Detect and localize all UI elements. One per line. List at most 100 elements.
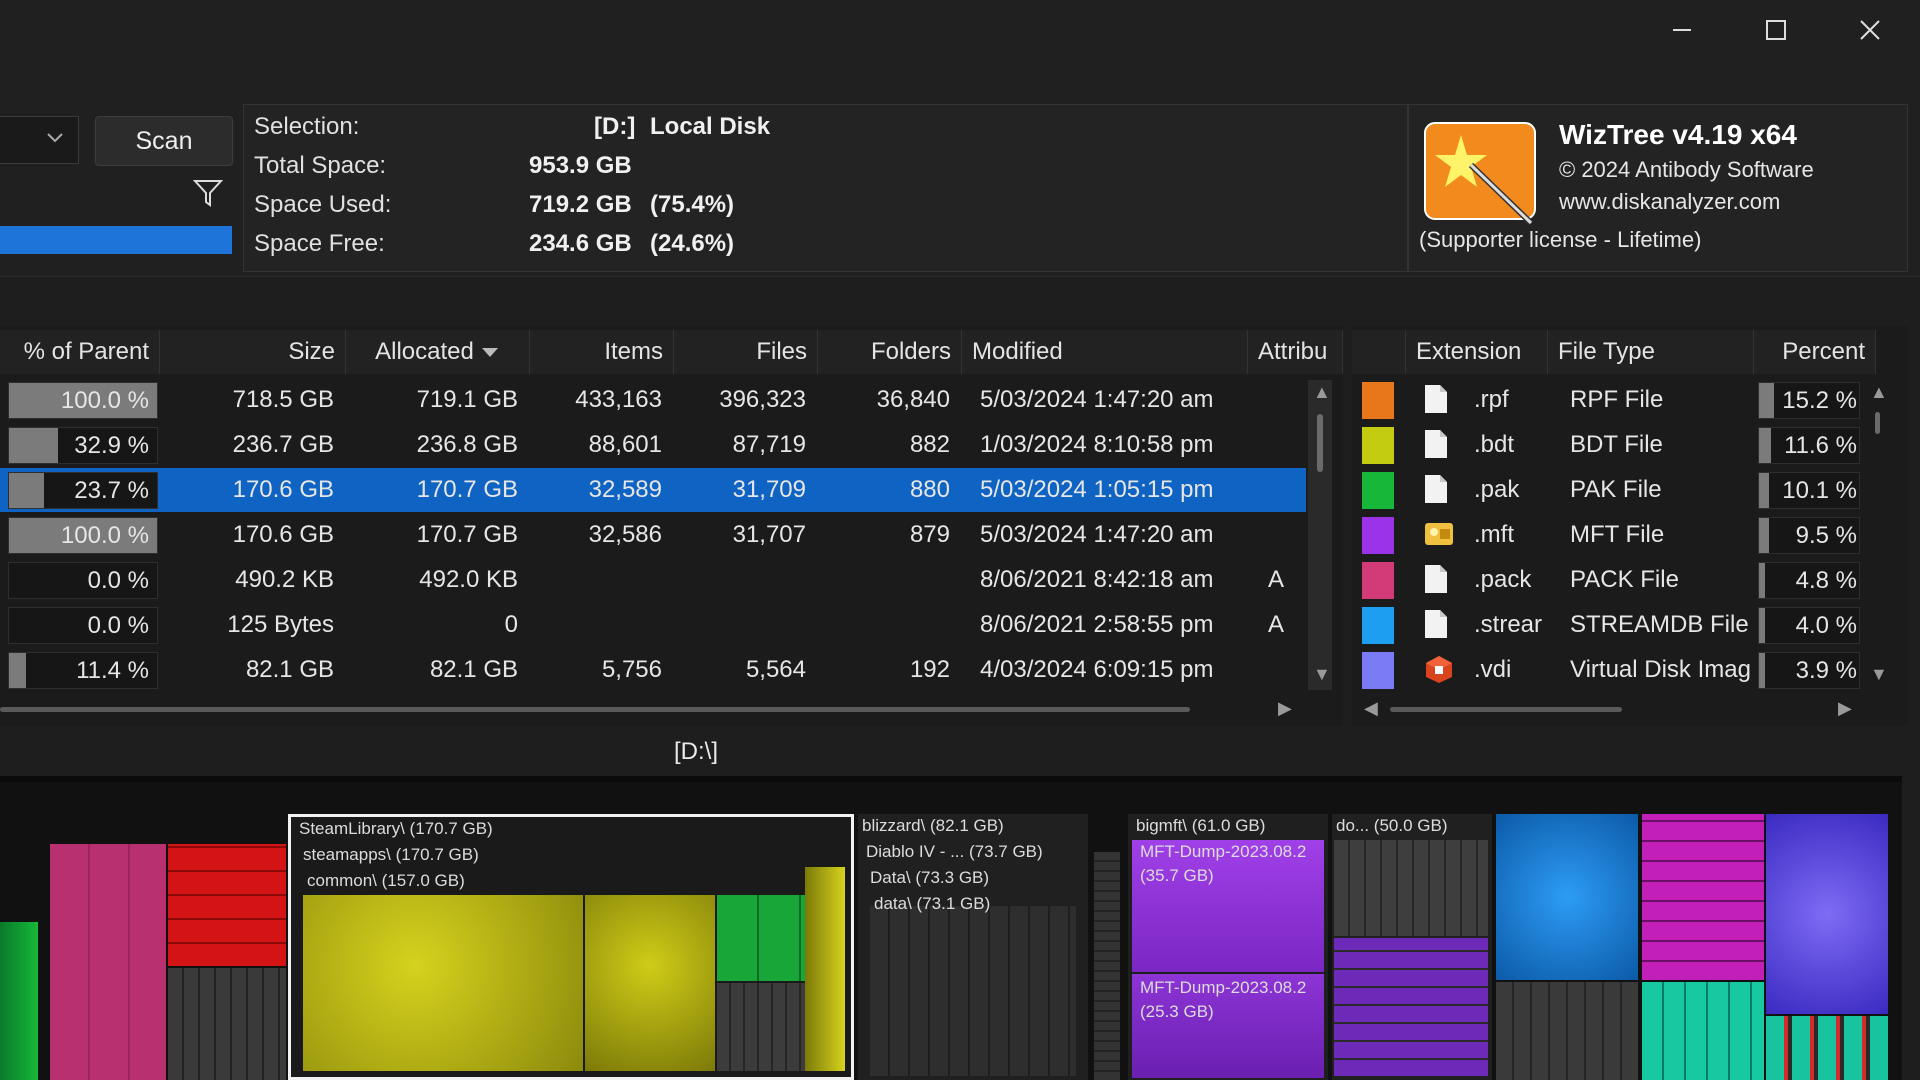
cell-items: 88,601 — [588, 431, 662, 458]
drive-select[interactable] — [0, 116, 79, 164]
extension-row[interactable]: .vdi Virtual Disk Imag 3.9 % — [1352, 648, 1864, 692]
treemap-blizzard[interactable]: blizzard\ (82.1 GB) Diablo IV - ... (73.… — [858, 814, 1088, 1080]
scroll-down-icon[interactable]: ▼ — [1313, 664, 1331, 684]
extension-row[interactable]: .pack PACK File 4.8 % — [1352, 558, 1864, 602]
extension-row[interactable]: .rpf RPF File 15.2 % — [1352, 378, 1864, 422]
h-scroll-thumb[interactable] — [0, 707, 1190, 712]
treemap-block — [303, 895, 583, 1071]
treemap-block — [1334, 938, 1488, 1076]
extension-row[interactable]: .mft MFT File 9.5 % — [1352, 513, 1864, 557]
scroll-up-icon[interactable]: ▲ — [1870, 382, 1888, 402]
table-row[interactable]: 100.0 % 170.6 GB 170.7 GB 32,586 31,707 879 5/… — [0, 513, 1306, 557]
treemap-steamlibrary[interactable]: SteamLibrary\ (170.7 GB) steamapps\ (170… — [288, 814, 854, 1080]
space-free-pct: (24.6%) — [650, 230, 735, 257]
treemap-block[interactable] — [0, 922, 38, 1080]
cell-folders: 192 — [909, 656, 950, 683]
close-icon — [1860, 20, 1880, 40]
close-button[interactable] — [1824, 0, 1916, 60]
cell-attributes — [1268, 513, 1304, 557]
total-space-value: 953.9 GB — [529, 152, 632, 179]
treemap-label: SteamLibrary\ (170.7 GB) — [299, 819, 493, 838]
col-size[interactable]: Size — [160, 330, 346, 374]
maximize-button[interactable] — [1730, 0, 1822, 60]
table-row[interactable]: 23.7 % 170.6 GB 170.7 GB 32,589 31,709 880 5/0… — [0, 468, 1306, 512]
treemap-block[interactable] — [1766, 1016, 1888, 1080]
tree-vertical-scrollbar[interactable]: ▲ ▼ — [1308, 380, 1332, 690]
treemap-block[interactable] — [50, 844, 166, 1080]
treemap-do[interactable]: do... (50.0 GB) — [1332, 814, 1492, 1080]
col-allocated[interactable]: Allocated — [346, 330, 530, 374]
cell-items — [530, 603, 674, 647]
treemap-block[interactable] — [1496, 982, 1638, 1080]
treemap-block — [1132, 840, 1324, 972]
col-items[interactable]: Items — [530, 330, 674, 374]
extension-row[interactable]: .strear STREAMDB File 4.0 % — [1352, 603, 1864, 647]
file-icon — [1424, 609, 1448, 646]
col-file-type[interactable]: File Type — [1548, 330, 1754, 374]
col-modified[interactable]: Modified — [962, 330, 1248, 374]
app-title: WizTree v4.19 x64 — [1559, 119, 1797, 150]
percent-bar: 4.0 % — [1758, 607, 1860, 644]
treemap-block[interactable] — [1094, 852, 1120, 1080]
percent-bar: 15.2 % — [1758, 382, 1860, 419]
table-row[interactable]: 0.0 % 490.2 KB 492.0 KB 8/06/2021 8:42:18 a… — [0, 558, 1306, 602]
treemap-label: (35.7 GB) — [1140, 866, 1214, 885]
cell-modified: 5/03/2024 1:05:15 pm — [980, 476, 1214, 503]
app-website-link[interactable]: www.diskanalyzer.com — [1559, 189, 1781, 214]
percent-value: 15.2 % — [1782, 386, 1857, 414]
table-row[interactable]: 0.0 % 125 Bytes 0 8/06/2021 2:58:55 pm A — [0, 603, 1306, 647]
pct-of-parent-bar: 100.0 % — [8, 517, 158, 554]
col-files[interactable]: Files — [674, 330, 818, 374]
col-color[interactable] — [1352, 330, 1406, 374]
scroll-left-icon[interactable]: ◀ — [1364, 698, 1378, 718]
cell-modified: 5/03/2024 1:47:20 am — [980, 521, 1214, 548]
file-icon — [1424, 564, 1448, 601]
treemap[interactable]: SteamLibrary\ (170.7 GB) steamapps\ (170… — [0, 776, 1902, 1080]
cell-file-type: RPF File — [1570, 386, 1664, 413]
treemap-block[interactable] — [1496, 814, 1638, 980]
h-scroll-thumb[interactable] — [1390, 707, 1622, 712]
treemap-block[interactable] — [168, 968, 286, 1080]
cell-attributes — [1268, 378, 1304, 422]
col-pct-parent[interactable]: % of Parent — [0, 330, 160, 374]
extension-row[interactable]: .bdt BDT File 11.6 % — [1352, 423, 1864, 467]
pct-fill — [9, 653, 26, 688]
scroll-down-icon[interactable]: ▼ — [1870, 664, 1888, 684]
extension-row[interactable]: .pak PAK File 10.1 % — [1352, 468, 1864, 512]
percent-bar: 4.8 % — [1758, 562, 1860, 599]
treemap-block[interactable] — [1766, 814, 1888, 1014]
file-icon — [1424, 429, 1448, 466]
ext-horizontal-scrollbar[interactable]: ◀ ▶ — [1360, 696, 1860, 722]
space-free-label: Space Free: — [254, 230, 385, 257]
scroll-thumb[interactable] — [1875, 412, 1880, 434]
treemap-block[interactable] — [1642, 814, 1764, 980]
filter-button[interactable] — [192, 178, 224, 215]
color-swatch — [1362, 517, 1394, 554]
table-row[interactable]: 32.9 % 236.7 GB 236.8 GB 88,601 87,719 882 1/0… — [0, 423, 1306, 467]
scroll-right-icon[interactable]: ▶ — [1278, 698, 1292, 718]
cell-size: 125 Bytes — [227, 611, 334, 638]
percent-value: 4.8 % — [1795, 566, 1857, 594]
pct-of-parent-value: 100.0 % — [60, 521, 149, 549]
scroll-right-icon[interactable]: ▶ — [1838, 698, 1852, 718]
col-percent[interactable]: Percent — [1754, 330, 1876, 374]
scan-button[interactable]: Scan — [95, 116, 233, 166]
table-row[interactable]: 100.0 % 718.5 GB 719.1 GB 433,163 396,323 36,… — [0, 378, 1306, 422]
cell-file-type: MFT File — [1570, 521, 1665, 548]
cell-folders: 882 — [909, 431, 950, 458]
col-folders[interactable]: Folders — [818, 330, 962, 374]
minimize-button[interactable] — [1636, 0, 1728, 60]
cell-extension: .pak — [1474, 476, 1520, 503]
col-extension[interactable]: Extension — [1406, 330, 1548, 374]
license-text: (Supporter license - Lifetime) — [1419, 227, 1702, 252]
tree-horizontal-scrollbar[interactable]: ▶ — [0, 696, 1300, 722]
treemap-block[interactable] — [1642, 982, 1764, 1080]
scroll-up-icon[interactable]: ▲ — [1313, 382, 1331, 402]
table-row[interactable]: 11.4 % 82.1 GB 82.1 GB 5,756 5,564 192 4/03/20… — [0, 648, 1306, 692]
col-attributes[interactable]: Attribu — [1248, 330, 1343, 374]
cell-size: 82.1 GB — [245, 656, 334, 683]
treemap-bigmft[interactable]: bigmft\ (61.0 GB) MFT-Dump-2023.08.2 (35… — [1128, 814, 1328, 1080]
ext-vertical-scrollbar[interactable]: ▲ ▼ — [1866, 380, 1890, 690]
scroll-thumb[interactable] — [1317, 414, 1323, 472]
treemap-block[interactable] — [168, 844, 286, 966]
